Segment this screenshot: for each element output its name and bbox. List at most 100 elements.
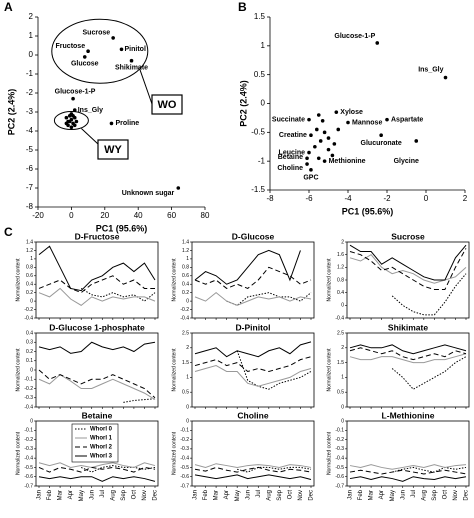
y-tick-label: -0.3: [24, 446, 33, 452]
x-tick-label: May: [79, 490, 85, 501]
chart-title: D-Glucose 1-phosphate: [49, 322, 145, 332]
point: [64, 121, 69, 126]
point: [330, 153, 335, 158]
y-axis-label: Normalized content: [171, 431, 177, 475]
y-tick-label: -1.5: [251, 185, 265, 194]
point-label: GPC: [303, 175, 318, 182]
y-tick-label: 0.5: [254, 70, 266, 79]
y-tick-label: -0.6: [335, 474, 344, 480]
x-tick-label: Mar: [58, 490, 64, 500]
x-tick-label: -2: [383, 194, 391, 203]
legend-label: Whorl 3: [90, 454, 113, 460]
x-tick-label: 2: [463, 194, 468, 203]
series-line: [391, 356, 467, 390]
point: [72, 108, 77, 112]
y-tick-label: 0.8: [337, 277, 344, 283]
x-tick-label: Aug: [110, 490, 116, 501]
y-tick-label: 0: [30, 298, 33, 304]
x-tick-label: -8: [266, 194, 274, 203]
y-tick-label: 1: [30, 256, 33, 262]
y-tick-label: 0.3: [26, 340, 33, 346]
y-tick-label: -4: [26, 126, 34, 135]
x-tick-label: Dec: [153, 490, 159, 501]
y-tick-label: -0.5: [251, 127, 265, 136]
x-tick-label: -6: [305, 194, 313, 203]
x-tick-label: 0: [69, 211, 74, 220]
y-tick-label: 1: [186, 256, 189, 262]
x-tick-label: 80: [201, 211, 210, 220]
panel-label: C: [4, 225, 13, 239]
y-tick-label: -0.4: [24, 455, 33, 461]
y-tick-label: 0.4: [182, 282, 189, 288]
y-tick-label: 0.1: [26, 358, 33, 364]
x-tick-label: Jul: [100, 490, 106, 498]
group-ellipse: [51, 18, 149, 84]
y-tick-label: 0.8: [26, 265, 33, 271]
plot-frame: [35, 420, 159, 487]
y-tick-label: 2: [29, 12, 34, 21]
point-label: Aspartate: [391, 116, 423, 123]
y-tick-label: -6: [26, 164, 34, 173]
point: [322, 130, 327, 135]
plot-frame: [346, 420, 470, 487]
x-tick-label: Sep: [277, 489, 283, 500]
y-tick-label: 1.5: [182, 360, 189, 366]
point-label: Pinitol: [125, 46, 146, 53]
series-line: [237, 466, 312, 473]
x-tick-label: Nov: [298, 490, 304, 501]
point: [72, 123, 77, 128]
y-axis-label: Normalized content: [326, 431, 332, 475]
series-line: [194, 249, 301, 285]
y-tick-label: 1.4: [182, 239, 189, 245]
y-axis-label: Normalized content: [326, 348, 332, 392]
point-label: Methionine: [329, 158, 366, 165]
y-tick-label: 0: [341, 303, 344, 309]
y-tick-label: 0: [186, 404, 189, 410]
panel-label: B: [238, 0, 247, 14]
chart-title: Shikimate: [388, 322, 428, 332]
y-tick-label: 0.5: [337, 390, 344, 396]
chart-title: D-Fructose: [75, 231, 120, 241]
legend-label: Whorl 2: [90, 445, 113, 451]
point: [346, 120, 350, 125]
point: [313, 144, 317, 149]
y-tick-label: -0.4: [335, 455, 344, 461]
x-tick-label: Jun: [89, 490, 95, 500]
y-tick-label: 1.2: [26, 248, 33, 254]
y-tick-label: 0: [30, 418, 33, 424]
y-tick-label: 1: [261, 41, 266, 50]
series-line: [38, 287, 156, 306]
point: [119, 47, 124, 52]
y-tick-label: -0.4: [24, 315, 33, 321]
series-line: [349, 347, 467, 361]
y-tick-label: 0.2: [26, 290, 33, 296]
y-tick-label: -0.4: [180, 455, 189, 461]
series-line: [38, 462, 156, 468]
point: [320, 119, 325, 123]
x-tick-label: Feb: [203, 489, 209, 500]
y-tick-label: -3: [26, 107, 34, 116]
chart-title: Betaine: [82, 410, 113, 420]
point: [379, 133, 383, 138]
y-tick-label: -0.3: [180, 446, 189, 452]
point: [309, 133, 313, 138]
point: [315, 127, 319, 132]
annotation: WY: [104, 144, 122, 156]
chart-title: D-Pinitol: [236, 322, 271, 332]
x-tick-label: May: [235, 490, 241, 501]
y-axis-label: Normalized content: [171, 258, 177, 302]
x-tick-label: Oct: [442, 490, 448, 500]
y-tick-label: 0: [341, 418, 344, 424]
point: [316, 113, 321, 117]
point-label: Fructose: [56, 43, 86, 50]
connector: [139, 69, 153, 105]
series-line: [194, 356, 312, 373]
plot-frame: [191, 332, 315, 408]
x-tick-label: Dec: [464, 490, 470, 501]
y-tick-label: 1: [341, 375, 344, 381]
y-axis-label: Normalized content: [15, 431, 21, 475]
series-line: [194, 341, 312, 358]
point: [336, 127, 341, 132]
point: [305, 156, 309, 161]
